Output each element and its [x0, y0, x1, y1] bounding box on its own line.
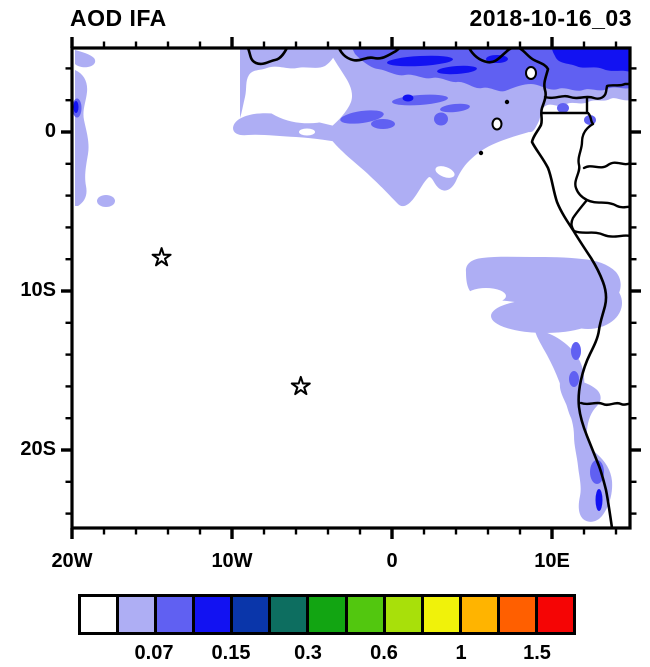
aod-shading-holes — [258, 70, 506, 304]
colorbar-label-1: 1 — [455, 642, 467, 664]
colorbar-cell-9 — [385, 597, 424, 632]
colorbar-cell-7 — [309, 597, 348, 632]
x-tick-label-20w: 20W — [51, 550, 93, 572]
aod-shading-level4 — [73, 48, 630, 511]
map-frame — [70, 46, 632, 530]
colorbar-cell-8 — [347, 597, 386, 632]
sao-tome-island — [491, 117, 503, 131]
y-tick-label-0: 0 — [44, 120, 56, 142]
y-tick-label-10s: 10S — [20, 279, 56, 301]
colorbar — [78, 594, 576, 635]
colorbar-cell-2 — [119, 597, 158, 632]
colorbar-label-0.07: 0.07 — [134, 642, 174, 664]
colorbar-label-0.3: 0.3 — [294, 642, 322, 664]
country-borders — [540, 82, 630, 407]
island-station-markers — [151, 247, 311, 396]
timestamp-label: 2018-10-16_03 — [469, 5, 632, 31]
colorbar-label-1.5: 1.5 — [523, 642, 551, 664]
star-ascension-island — [151, 247, 172, 267]
colorbar-cell-3 — [157, 597, 196, 632]
islands — [478, 66, 537, 156]
axis-ticks — [61, 37, 641, 539]
colorbar-cell-11 — [461, 597, 500, 632]
x-tick-label-0: 0 — [386, 550, 398, 572]
colorbar-cell-6 — [271, 597, 310, 632]
annobon-island-dot — [478, 150, 484, 156]
page-title: AOD IFA — [70, 5, 167, 31]
colorbar-cell-12 — [499, 597, 538, 632]
principe-island-dot — [504, 99, 510, 105]
y-tick-label-20s: 20S — [20, 438, 56, 460]
colorbar-cell-10 — [423, 597, 462, 632]
colorbar-label-0.15: 0.15 — [211, 642, 251, 664]
colorbar-cell-5 — [233, 597, 272, 632]
bioko-island — [525, 66, 537, 80]
x-tick-label-10w: 10W — [211, 550, 253, 572]
colorbar-label-0.6: 0.6 — [370, 642, 398, 664]
colorbar-cell-4 — [195, 597, 234, 632]
coastline — [246, 48, 614, 528]
x-tick-label-10e: 10E — [534, 550, 570, 572]
colorbar-cell-1 — [81, 597, 120, 632]
colorbar-cell-13 — [537, 597, 574, 632]
star-st-helena — [290, 375, 311, 396]
